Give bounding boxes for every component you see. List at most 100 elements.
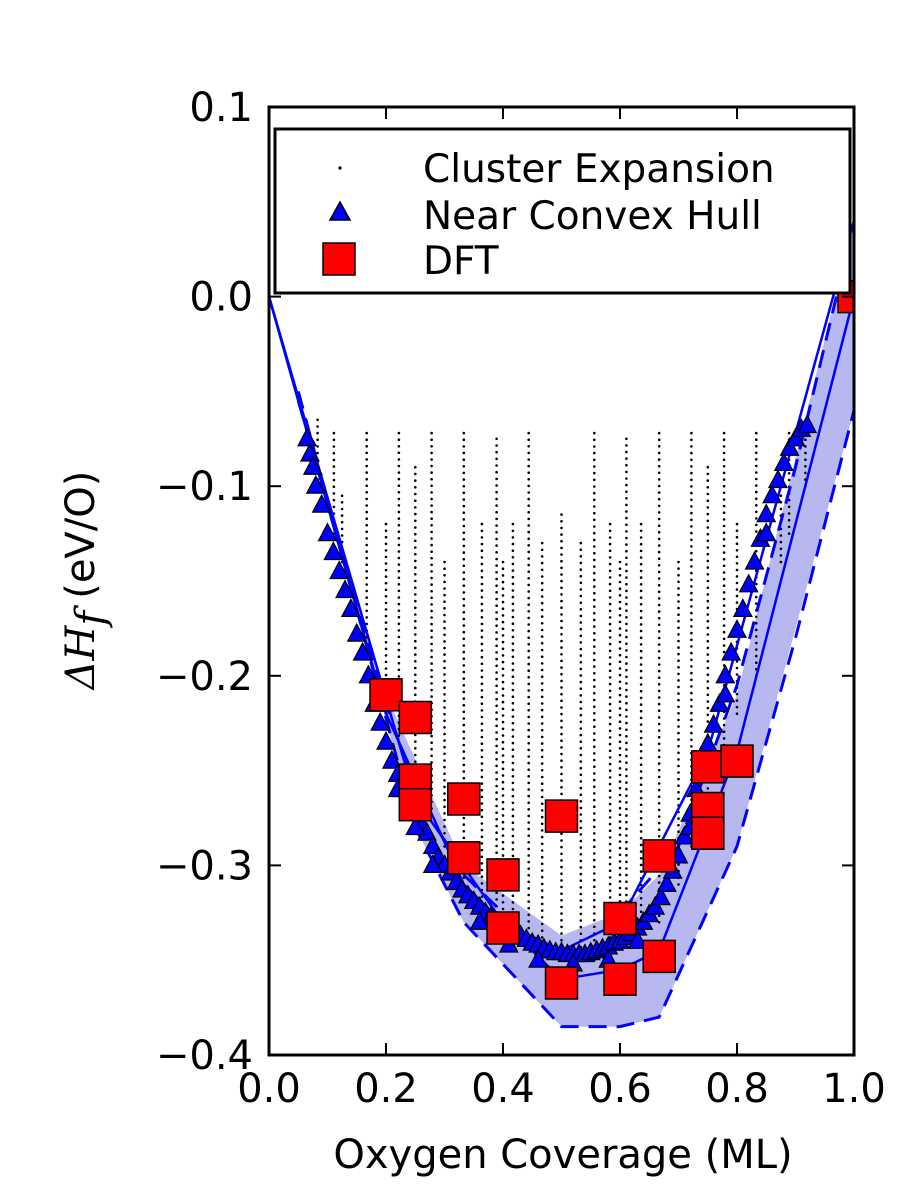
- near-convex-hull-point: [779, 436, 800, 456]
- cluster-expansion-point: [625, 847, 628, 850]
- cluster-expansion-point: [625, 807, 628, 811]
- cluster-expansion-point: [462, 445, 466, 448]
- cluster-expansion-point: [625, 887, 628, 890]
- cluster-expansion-point: [677, 718, 680, 722]
- cluster-expansion-point: [608, 736, 612, 739]
- dft-point: [544, 966, 579, 1000]
- cluster-expansion-point: [480, 609, 484, 612]
- cluster-expansion-point: [462, 431, 466, 435]
- cluster-expansion-point: [593, 892, 596, 895]
- cluster-expansion-point: [511, 715, 515, 718]
- cluster-expansion-point: [511, 609, 515, 612]
- cluster-expansion-point: [414, 666, 417, 670]
- cluster-expansion-point: [690, 658, 693, 662]
- cluster-expansion-point: [657, 464, 661, 468]
- cluster-expansion-point: [579, 766, 583, 770]
- cluster-expansion-point: [618, 733, 622, 737]
- cluster-expansion-point: [593, 478, 596, 482]
- cluster-expansion-point: [690, 478, 693, 482]
- cluster-expansion-point: [527, 491, 530, 494]
- near-convex-hull-point: [715, 683, 736, 703]
- dft-point: [691, 816, 725, 850]
- cluster-expansion-point: [462, 730, 466, 733]
- cluster-expansion-point: [625, 642, 628, 645]
- cluster-expansion-point: [414, 566, 417, 569]
- cluster-expansion-point: [706, 586, 710, 589]
- cluster-expansion-point: [560, 539, 563, 543]
- cluster-expansion-point: [706, 539, 710, 543]
- cluster-expansion-point: [593, 498, 596, 502]
- cluster-expansion-point: [639, 529, 643, 533]
- cluster-expansion-point: [625, 457, 628, 460]
- cluster-expansion-point: [690, 571, 693, 575]
- cluster-expansion-point: [787, 431, 791, 435]
- cluster-expansion-point: [608, 569, 612, 573]
- cluster-expansion-point: [608, 669, 612, 673]
- cluster-expansion-point: [365, 570, 369, 573]
- cluster-expansion-point: [560, 905, 563, 909]
- cluster-expansion-point: [443, 706, 446, 709]
- cluster-expansion-point: [511, 721, 515, 725]
- cluster-expansion-point: [722, 564, 726, 568]
- cluster-expansion-point: [706, 720, 710, 723]
- cluster-expansion-point: [690, 631, 693, 635]
- cluster-expansion-point: [787, 472, 791, 475]
- cluster-expansion-point: [593, 491, 596, 495]
- cluster-expansion-point: [462, 438, 466, 442]
- cluster-expansion-point: [480, 715, 484, 719]
- cluster-expansion-point: [690, 638, 693, 642]
- near-convex-hull-point: [302, 455, 323, 475]
- cluster-expansion-point: [735, 549, 739, 552]
- cluster-expansion-point: [384, 562, 388, 565]
- cluster-expansion-point: [527, 563, 530, 567]
- cluster-expansion-point: [540, 855, 544, 859]
- cluster-expansion-point: [443, 732, 446, 736]
- cluster-expansion-point: [384, 641, 388, 644]
- cluster-expansion-point: [625, 602, 628, 606]
- cluster-expansion-point: [706, 492, 710, 496]
- y-tick-label: 0.1: [189, 85, 253, 131]
- cluster-expansion-point: [414, 753, 417, 757]
- cluster-expansion-point: [706, 639, 710, 643]
- cluster-expansion-point: [625, 721, 628, 725]
- cluster-expansion-point: [706, 465, 710, 469]
- cluster-expansion-point: [706, 706, 710, 710]
- cluster-expansion-point: [430, 589, 433, 593]
- cluster-expansion-point: [527, 801, 530, 804]
- cluster-expansion-point: [690, 611, 693, 615]
- cluster-expansion-point: [677, 744, 680, 748]
- cluster-expansion-point: [722, 551, 726, 554]
- cluster-expansion-point: [618, 647, 622, 650]
- cluster-expansion-point: [540, 561, 544, 565]
- cluster-expansion-point: [625, 530, 628, 533]
- cluster-expansion-point: [579, 727, 583, 730]
- cluster-expansion-point: [706, 499, 710, 503]
- cluster-expansion-point: [414, 639, 417, 643]
- cluster-expansion-point: [787, 498, 791, 502]
- cluster-expansion-point: [540, 695, 544, 699]
- cluster-expansion-point: [804, 438, 807, 442]
- cluster-expansion-point: [527, 537, 530, 540]
- cluster-expansion-point: [540, 648, 544, 652]
- cluster-expansion-point: [735, 568, 739, 572]
- cluster-expansion-point: [501, 807, 505, 811]
- cluster-expansion-point: [365, 464, 369, 468]
- cluster-expansion-point: [511, 562, 515, 566]
- cluster-expansion-point: [677, 587, 680, 590]
- cluster-expansion-point: [540, 929, 544, 932]
- cluster-expansion-point: [735, 712, 739, 715]
- cluster-expansion-point: [639, 836, 643, 840]
- cluster-expansion-point: [690, 711, 693, 715]
- cluster-expansion-point: [462, 484, 466, 488]
- cluster-expansion-point: [527, 643, 530, 646]
- cluster-expansion-point: [527, 893, 530, 897]
- cluster-expansion-point: [430, 484, 433, 488]
- cluster-expansion-point: [593, 531, 596, 535]
- cluster-expansion-point: [722, 617, 726, 621]
- cluster-expansion-point: [332, 458, 336, 462]
- cluster-expansion-point: [625, 873, 628, 877]
- cluster-expansion-point: [657, 431, 661, 435]
- cluster-expansion-point: [511, 741, 515, 745]
- cluster-expansion-point: [397, 596, 401, 599]
